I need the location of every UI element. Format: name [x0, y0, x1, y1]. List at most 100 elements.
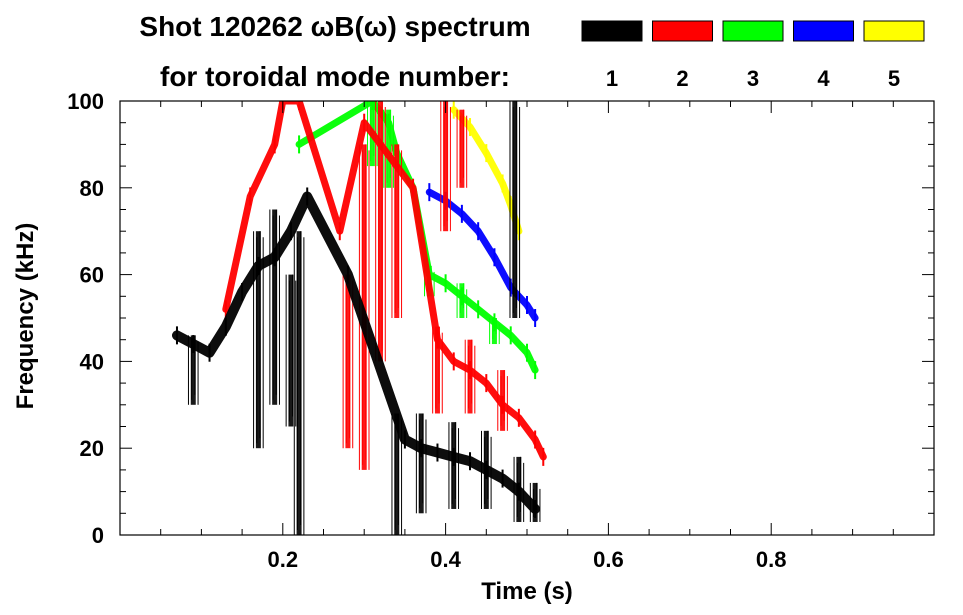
x-tick-label: 0.6 [593, 547, 624, 572]
burst-mode-2 [434, 326, 440, 414]
burst-mode-3 [386, 109, 392, 188]
trace-mode-1 [172, 191, 541, 514]
y-tick-label: 100 [67, 89, 104, 114]
point-mode-3 [371, 101, 374, 110]
burst-mode-1 [272, 209, 278, 405]
point-mode-4 [534, 309, 537, 327]
burst-mode-2 [443, 101, 449, 232]
point-mode-1 [420, 439, 423, 458]
spectrum-traces [172, 101, 547, 535]
point-mode-5 [452, 101, 455, 119]
y-axis-label: Frequency (kHz) [12, 223, 39, 410]
y-tick-label: 20 [80, 436, 104, 461]
point-mode-3 [493, 313, 496, 332]
point-mode-3 [509, 326, 512, 345]
point-mode-4 [428, 183, 431, 202]
burst-mode-1 [288, 274, 294, 427]
x-tick-label: 0.2 [268, 547, 299, 572]
point-mode-4 [493, 248, 496, 267]
point-mode-1 [257, 256, 260, 275]
point-mode-1 [208, 343, 211, 362]
point-mode-2 [534, 430, 537, 449]
burst-mode-1 [512, 101, 518, 318]
point-mode-3 [534, 361, 537, 380]
point-mode-1 [485, 460, 488, 479]
point-mode-2 [436, 330, 439, 349]
legend: 1 2 3 4 5 [581, 20, 925, 91]
x-tick-label: 0.4 [430, 547, 461, 572]
point-mode-3 [526, 343, 528, 362]
point-mode-4 [477, 222, 480, 241]
point-mode-5 [469, 118, 472, 137]
point-mode-2 [298, 101, 301, 110]
legend-label-mode-1: 1 [606, 66, 618, 91]
legend-swatch-mode-5 [863, 20, 925, 42]
point-mode-2 [363, 113, 366, 132]
legend-label-mode-4: 4 [817, 66, 830, 91]
trace-mode-3 [295, 101, 539, 374]
point-mode-1 [501, 469, 504, 488]
point-mode-2 [338, 222, 341, 241]
burst-mode-1 [296, 231, 302, 535]
x-axis-label: Time (s) [481, 578, 573, 605]
burst-mode-2 [377, 101, 383, 362]
point-mode-4 [526, 295, 528, 314]
point-mode-1 [224, 317, 227, 336]
burst-mode-1 [394, 413, 400, 535]
point-mode-2 [485, 374, 488, 393]
trace-mode-4 [425, 188, 539, 322]
point-mode-5 [485, 144, 488, 163]
point-mode-5 [509, 196, 512, 215]
burst-mode-2 [459, 109, 465, 188]
point-mode-2 [469, 361, 472, 380]
legend-swatch-mode-1 [581, 20, 643, 42]
title-line-1: Shot 120262 ωB(ω) spectrum [139, 11, 530, 42]
point-mode-1 [534, 499, 537, 518]
point-mode-1 [469, 452, 472, 471]
point-mode-1 [517, 482, 520, 501]
title-line-2: for toroidal mode number: [160, 61, 510, 92]
spectrum-data [172, 101, 547, 535]
point-mode-2 [249, 187, 252, 206]
series-mode-1 [172, 101, 541, 535]
point-mode-2 [412, 178, 415, 197]
series-mode-3 [295, 101, 539, 380]
burst-mode-2 [394, 144, 400, 318]
point-mode-1 [273, 248, 276, 267]
point-mode-1 [436, 443, 439, 462]
legend-swatch-mode-4 [793, 20, 854, 42]
point-mode-4 [509, 278, 512, 297]
series-mode-2 [222, 101, 547, 470]
legend-swatch-mode-3 [722, 20, 784, 42]
point-mode-1 [452, 447, 455, 466]
axis-tick-labels: 0 20 40 60 80 100 0.2 0.4 0.6 0.8 [67, 89, 786, 572]
legend-label-mode-2: 2 [676, 66, 688, 91]
point-mode-1 [192, 335, 195, 354]
burst-mode-1 [255, 231, 261, 449]
point-mode-3 [387, 113, 390, 132]
point-mode-2 [273, 135, 276, 154]
axis-ticks [120, 100, 934, 536]
point-mode-1 [306, 187, 309, 206]
y-tick-label: 40 [80, 349, 104, 374]
point-mode-4 [460, 204, 463, 223]
point-mode-3 [444, 274, 447, 293]
point-mode-1 [289, 222, 292, 241]
x-tick-label: 0.8 [756, 547, 787, 572]
point-mode-2 [224, 300, 227, 319]
y-tick-label: 80 [80, 176, 104, 201]
point-mode-5 [501, 174, 504, 193]
point-mode-2 [517, 408, 520, 427]
trace-mode-2 [222, 101, 547, 461]
series-mode-5 [450, 101, 523, 241]
point-mode-3 [298, 135, 301, 154]
burst-mode-2 [345, 274, 351, 449]
plot-frame [119, 100, 935, 536]
burst-mode-1 [190, 335, 196, 405]
point-mode-3 [477, 300, 480, 319]
legend-swatch-mode-2 [652, 20, 713, 42]
point-mode-2 [501, 395, 504, 414]
point-mode-3 [460, 287, 463, 306]
trace-mode-5 [450, 106, 523, 235]
